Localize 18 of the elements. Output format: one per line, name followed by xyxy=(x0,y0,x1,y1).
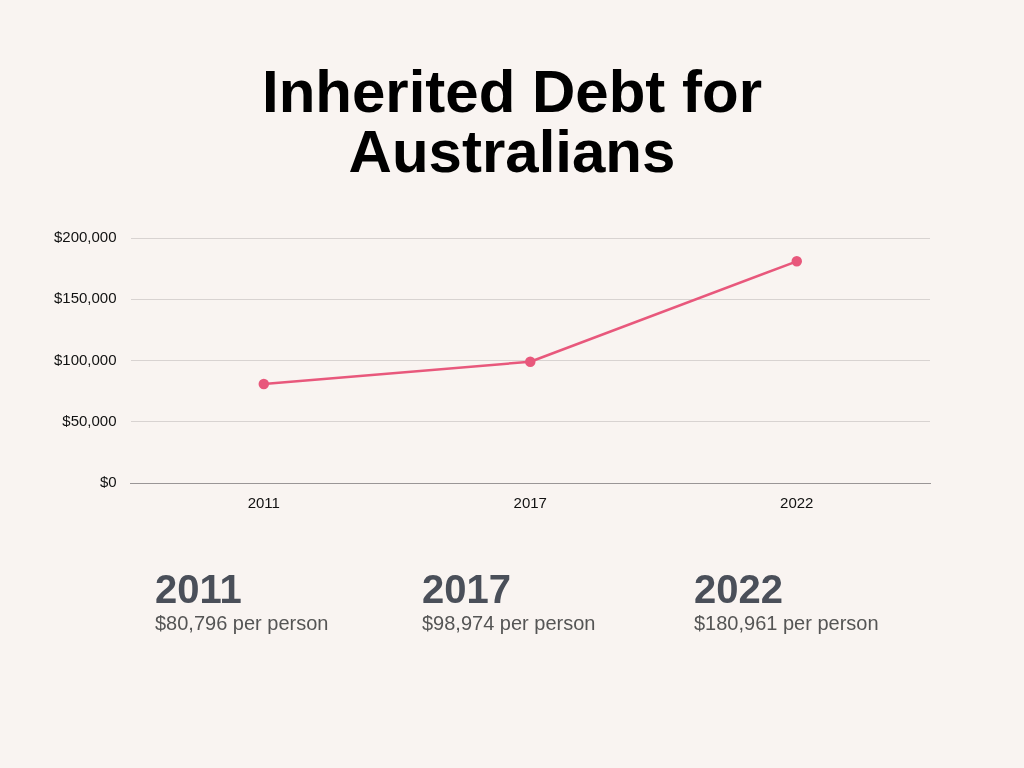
text: 2011 xyxy=(155,566,243,612)
y-tick-label: $200,000 xyxy=(53,228,117,246)
point xyxy=(258,378,270,390)
y-tick-label: $100,000 xyxy=(53,350,117,368)
text: $98,974 per person xyxy=(422,612,596,635)
point xyxy=(791,256,803,267)
chart-title: Inherited Debt for Australians xyxy=(261,58,763,185)
y-tick-label: $150,000 xyxy=(53,289,117,307)
point xyxy=(525,356,536,368)
y-tick-label: $50,000 xyxy=(62,411,117,429)
text: $180,961 per person xyxy=(694,612,879,635)
x-tick-label: 2011 xyxy=(247,494,280,512)
x-tick-label: 2017 xyxy=(513,494,547,512)
y-tick-label: $0 xyxy=(99,473,117,491)
text: 2017 xyxy=(422,566,512,612)
text: 2022 xyxy=(694,566,784,612)
x-tick-label: 2022 xyxy=(780,494,814,512)
text: $80,796 per person xyxy=(155,612,329,635)
